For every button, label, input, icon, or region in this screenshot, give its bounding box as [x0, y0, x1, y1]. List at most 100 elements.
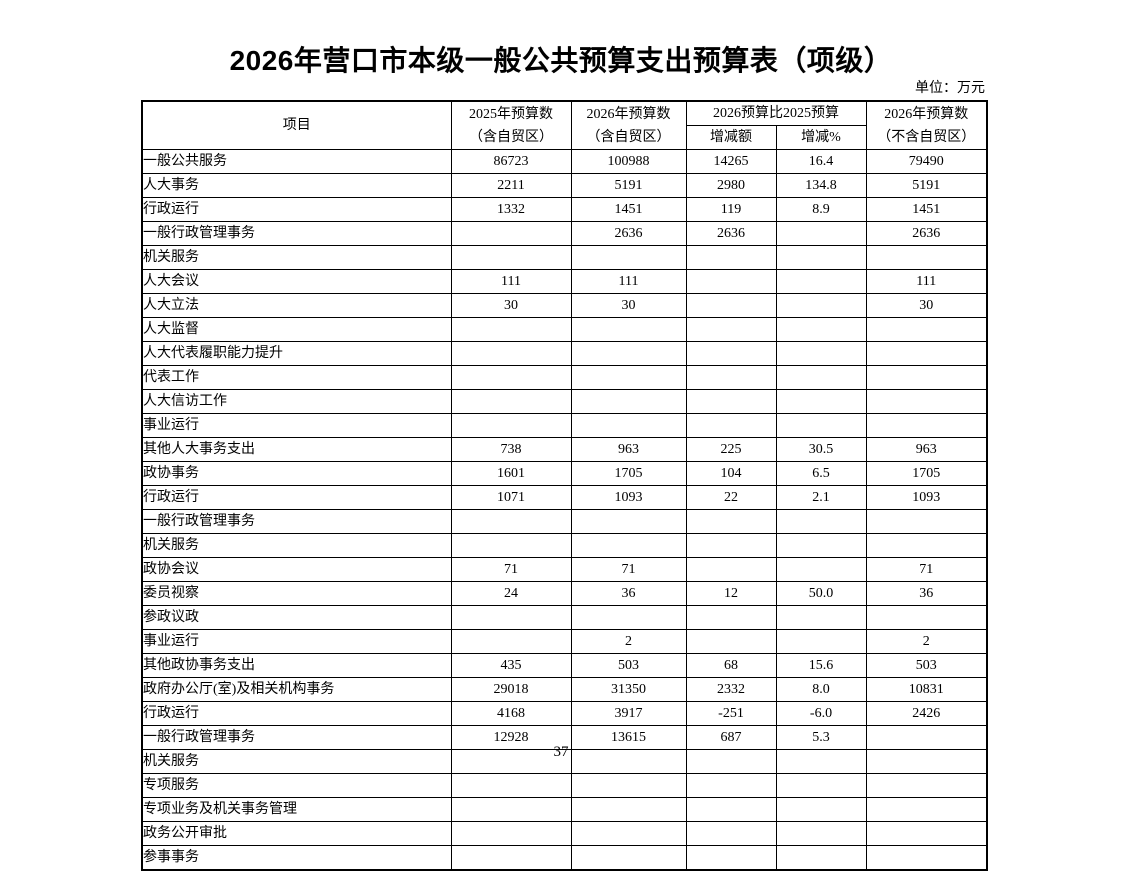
cell-item: 参事事务: [141, 845, 452, 871]
cell-budget-2025: 1601: [450, 461, 572, 486]
cell-budget-2026-excl: [865, 509, 988, 534]
cell-budget-2025: [450, 317, 572, 342]
cell-delta-amount: [685, 557, 777, 582]
cell-delta-percent: 50.0: [775, 581, 867, 606]
cell-item: 机关服务: [141, 245, 452, 270]
cell-budget-2026: [570, 605, 687, 630]
cell-item: 人大立法: [141, 293, 452, 318]
cell-delta-amount: [685, 629, 777, 654]
table-row: 专项服务: [141, 773, 988, 798]
cell-budget-2025: [450, 821, 572, 846]
cell-budget-2026: 71: [570, 557, 687, 582]
header-delta-percent: 增减%: [775, 125, 867, 150]
cell-item: 行政运行: [141, 197, 452, 222]
cell-item: 参政议政: [141, 605, 452, 630]
cell-delta-amount: [685, 821, 777, 846]
table-row: 一般公共服务 86723 100988 14265 16.4 79490: [141, 149, 988, 174]
cell-budget-2026-excl: 71: [865, 557, 988, 582]
table-row: 一般行政管理事务 12928 13615 687 5.3: [141, 725, 988, 750]
cell-budget-2026-excl: 2426: [865, 701, 988, 726]
table-body: 一般公共服务 86723 100988 14265 16.4 79490 人大事务 2211 5…: [141, 149, 988, 871]
cell-budget-2026-excl: [865, 605, 988, 630]
cell-budget-2025: 86723: [450, 149, 572, 174]
cell-budget-2026: [570, 245, 687, 270]
cell-budget-2026-excl: 36: [865, 581, 988, 606]
cell-budget-2025: 1332: [450, 197, 572, 222]
cell-budget-2026-excl: 1705: [865, 461, 988, 486]
cell-delta-amount: 68: [685, 653, 777, 678]
cell-budget-2026-excl: 2636: [865, 221, 988, 246]
cell-delta-percent: [775, 341, 867, 366]
table-row: 参政议政: [141, 605, 988, 630]
cell-delta-percent: [775, 773, 867, 798]
header-budget-2025: 2025年预算数 （含自贸区）: [450, 100, 572, 150]
cell-budget-2026: [570, 533, 687, 558]
cell-delta-percent: [775, 245, 867, 270]
cell-budget-2025: [450, 845, 572, 871]
table-row: 人大代表履职能力提升: [141, 341, 988, 366]
table-row: 机关服务: [141, 245, 988, 270]
cell-budget-2026-excl: [865, 845, 988, 871]
cell-delta-amount: [685, 509, 777, 534]
table-row: 人大信访工作: [141, 389, 988, 414]
table-row: 事业运行: [141, 413, 988, 438]
cell-delta-percent: 6.5: [775, 461, 867, 486]
table-row: 行政运行 4168 3917 -251 -6.0 2426: [141, 701, 988, 726]
budget-table: 项目 2025年预算数 （含自贸区） 2026年预算数 （含自贸区） 2026预…: [141, 100, 988, 871]
cell-budget-2026: [570, 845, 687, 871]
cell-delta-percent: [775, 605, 867, 630]
page-title: 2026年营口市本级一般公共预算支出预算表（项级）: [229, 45, 893, 76]
cell-budget-2026-excl: 503: [865, 653, 988, 678]
header-budget-2025-line2: （含自贸区）: [469, 129, 553, 145]
cell-item: 政协事务: [141, 461, 452, 486]
cell-budget-2026: 100988: [570, 149, 687, 174]
cell-item: 人大监督: [141, 317, 452, 342]
cell-delta-amount: [685, 797, 777, 822]
cell-budget-2026-excl: 2: [865, 629, 988, 654]
cell-item: 委员视察: [141, 581, 452, 606]
table-row: 一般行政管理事务: [141, 509, 988, 534]
cell-delta-percent: [775, 317, 867, 342]
table-row: 人大立法 30 30 30: [141, 293, 988, 318]
cell-delta-amount: [685, 845, 777, 871]
cell-budget-2025: [450, 509, 572, 534]
cell-delta-percent: [775, 221, 867, 246]
table-row: 其他人大事务支出 738 963 225 30.5 963: [141, 437, 988, 462]
cell-delta-amount: [685, 389, 777, 414]
table-row: 行政运行 1071 1093 22 2.1 1093: [141, 485, 988, 510]
header-budget-2026-excl-line1: 2026年预算数: [884, 106, 969, 122]
table-row: 参事事务: [141, 845, 988, 871]
cell-budget-2026: 503: [570, 653, 687, 678]
cell-delta-amount: 2332: [685, 677, 777, 702]
cell-budget-2025: [450, 413, 572, 438]
cell-delta-amount: 22: [685, 485, 777, 510]
unit-label: 单位：万元: [915, 81, 985, 96]
table-row: 人大会议 111 111 111: [141, 269, 988, 294]
cell-budget-2026: 5191: [570, 173, 687, 198]
cell-delta-amount: 14265: [685, 149, 777, 174]
cell-budget-2026: 36: [570, 581, 687, 606]
cell-delta-amount: [685, 773, 777, 798]
cell-budget-2026-excl: 10831: [865, 677, 988, 702]
header-row-top: 项目 2025年预算数 （含自贸区） 2026年预算数 （含自贸区） 2026预…: [141, 100, 988, 150]
cell-delta-percent: 8.0: [775, 677, 867, 702]
cell-delta-percent: [775, 269, 867, 294]
cell-budget-2025: [450, 221, 572, 246]
cell-budget-2026-excl: [865, 725, 988, 750]
cell-delta-percent: [775, 293, 867, 318]
cell-delta-amount: 2980: [685, 173, 777, 198]
cell-delta-amount: 119: [685, 197, 777, 222]
cell-budget-2025: [450, 365, 572, 390]
cell-budget-2025: [450, 773, 572, 798]
cell-budget-2025: 1071: [450, 485, 572, 510]
cell-item: 专项业务及机关事务管理: [141, 797, 452, 822]
cell-budget-2025: [450, 629, 572, 654]
cell-budget-2026-excl: 111: [865, 269, 988, 294]
cell-delta-percent: [775, 797, 867, 822]
cell-item: 专项服务: [141, 773, 452, 798]
cell-item: 其他政协事务支出: [141, 653, 452, 678]
cell-budget-2025: [450, 341, 572, 366]
cell-delta-percent: [775, 845, 867, 871]
header-item: 项目: [141, 100, 452, 150]
table-row: 政务公开审批: [141, 821, 988, 846]
